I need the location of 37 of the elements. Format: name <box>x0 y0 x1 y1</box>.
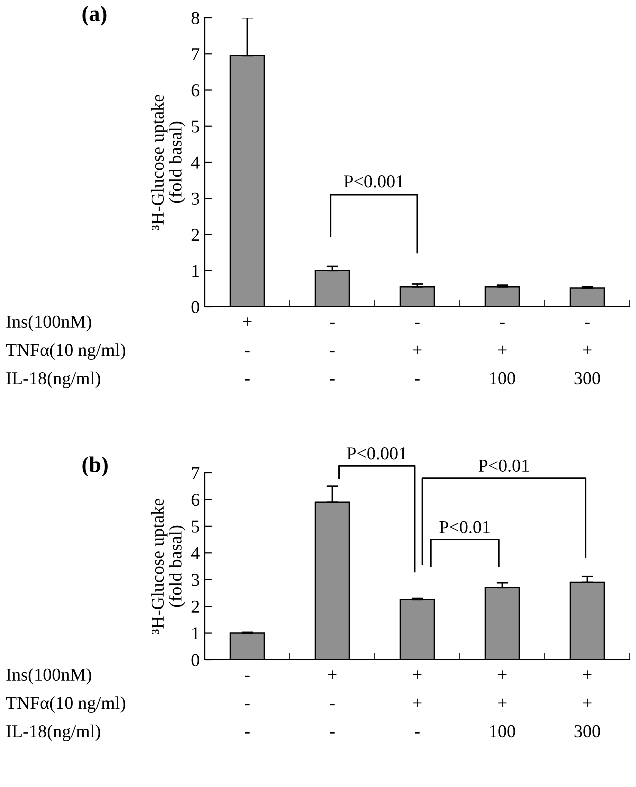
category-label: - - - <box>245 676 250 734</box>
annotation: P<0.001 <box>344 176 404 188</box>
x-tick-label: + + 300 <box>574 670 600 738</box>
y-tick-label: 3 <box>192 574 200 586</box>
category-label: + - - <box>243 318 252 381</box>
y-tick-label: 4 <box>191 548 200 560</box>
y-tick-label: 5 <box>192 520 200 533</box>
y-tick-label: 1 <box>192 628 200 640</box>
category-label: + + - <box>413 670 422 734</box>
text: Ins(100nM) TNFα(10 ng/ml) IL-18(ng/ml) <box>6 668 126 742</box>
category-label: + - - <box>328 670 337 734</box>
text: Ins(100nM) TNFα(10 ng/ml) IL-18(ng/ml) <box>6 315 126 388</box>
y-axis-title: ³H-Glucose uptake (fold basal) <box>151 498 186 634</box>
y-tick-label: 6 <box>192 494 200 506</box>
y-tick-label: 1 <box>192 265 200 278</box>
chart-title: (a) <box>82 6 107 26</box>
y-axis-title: ³H-Glucose uptake (fold basal) <box>151 94 186 230</box>
y-tick-label: 0 <box>192 654 200 666</box>
y-tick-label: 5 <box>192 120 200 133</box>
y-tick-label: 2 <box>192 600 200 613</box>
category-label: - - - <box>330 322 335 381</box>
text: P<0.001 <box>347 448 406 460</box>
y-tick-label: 0 <box>192 301 200 314</box>
category-label: - + - <box>413 322 422 381</box>
chart-title: (b) <box>82 456 108 477</box>
y-tick-label: 6 <box>192 84 200 97</box>
y-tick-label: 2 <box>192 229 200 242</box>
text: P<0.01 <box>478 460 530 472</box>
y-tick-label: 4 <box>191 156 200 169</box>
x-tick-label: - + 100 <box>490 322 516 385</box>
x-tick-label: - + 300 <box>574 322 600 385</box>
x-tick-label: + + 100 <box>490 670 516 738</box>
y-tick-label: 7 <box>192 48 200 60</box>
annotation: P<0.01 <box>440 521 490 534</box>
y-tick-label: 7 <box>192 467 200 480</box>
y-tick-label: 8 <box>192 12 200 24</box>
y-tick-label: 3 <box>192 192 200 206</box>
